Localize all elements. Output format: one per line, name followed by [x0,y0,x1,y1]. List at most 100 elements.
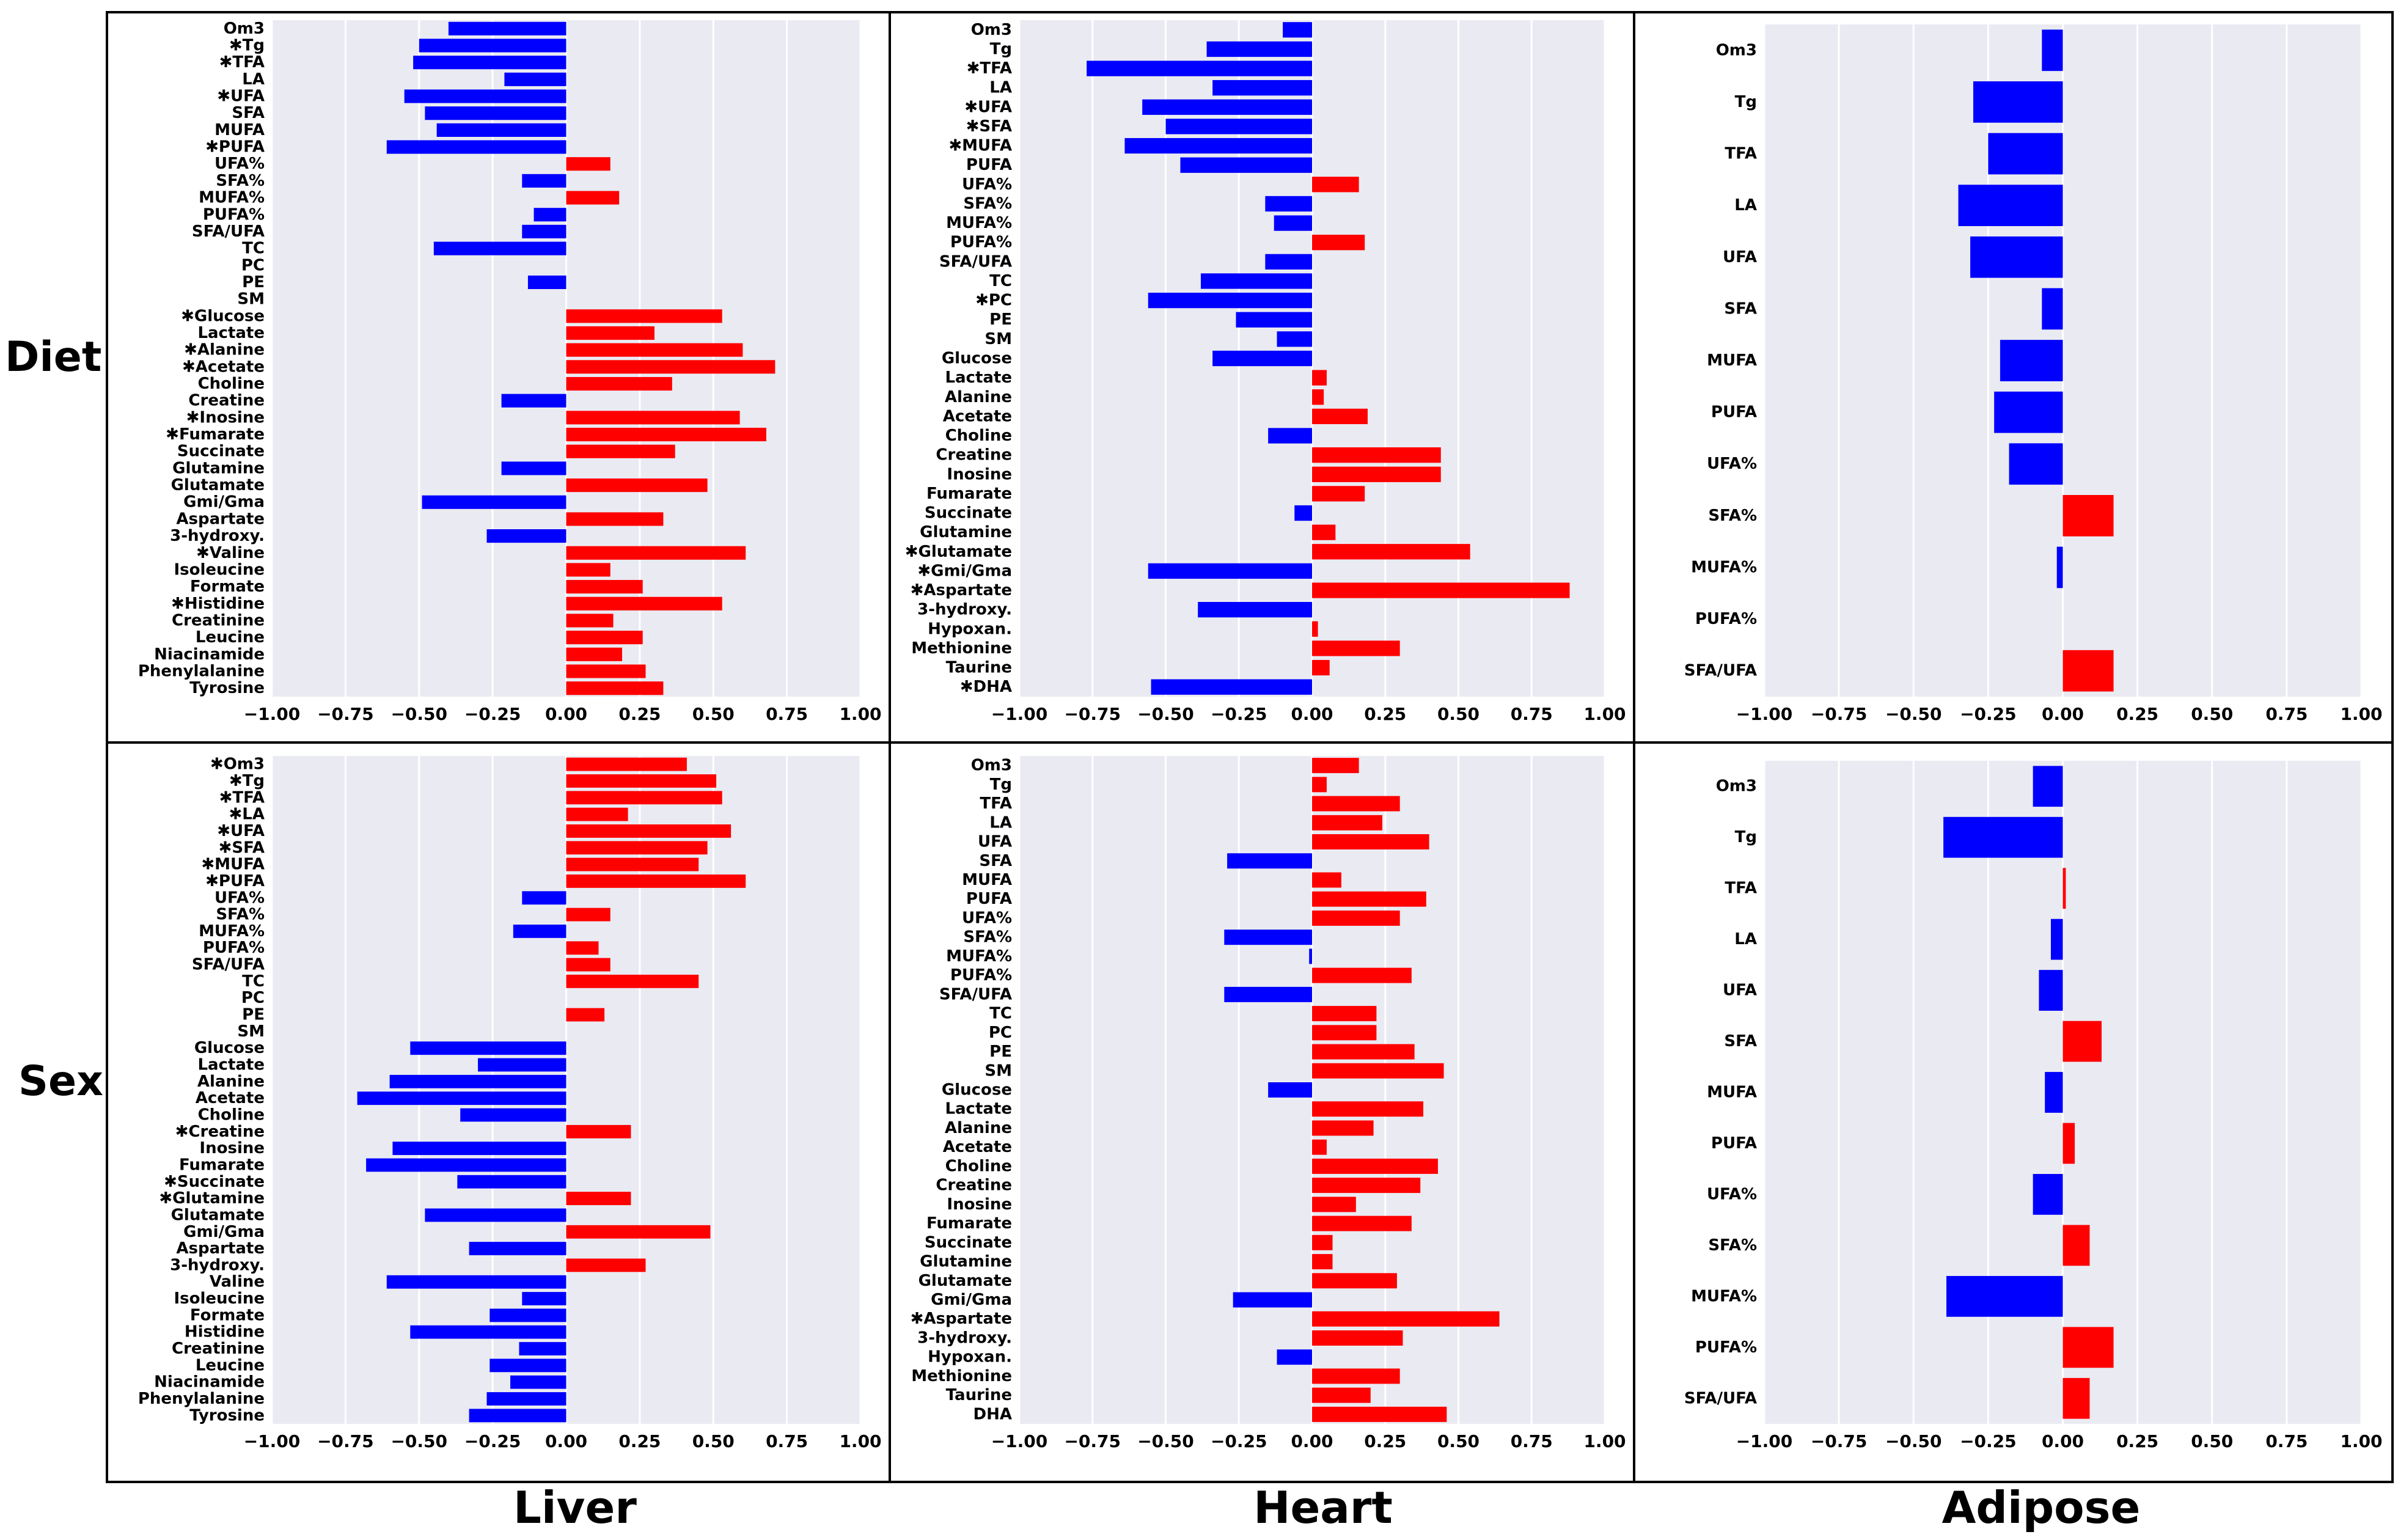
bar-Glutamate [425,1208,566,1222]
bar-SFA/UFA [2062,1377,2090,1419]
x-tick-label: 0.00 [1291,704,1333,724]
bar-PE [566,1008,605,1022]
bar-Choline [460,1108,566,1122]
bar-PUFA [1180,157,1312,173]
bar-UFA% [2033,1174,2063,1215]
bar-Lactate [1312,370,1327,386]
bar-LA [1212,80,1312,96]
bar-Glutamine [1312,1254,1333,1270]
category-label: TC [989,1005,1012,1023]
bar-Om3 [1283,22,1312,38]
category-label: LA [989,813,1012,832]
x-tick-label: 0.75 [1511,704,1553,724]
category-label: Alanine [945,388,1012,406]
category-label: 3-hydroxy. [917,601,1012,619]
category-label: ✱PUFA [205,138,265,156]
bar-Creatine [1312,1178,1421,1194]
bar-SM [1312,1063,1444,1079]
bar-LA [2050,919,2063,960]
category-label: Creatine [188,392,265,410]
category-label: Leucine [196,628,265,647]
bar-UFA% [566,157,610,171]
bar-UFA% [1312,910,1400,926]
category-label: Aspartate [176,510,265,528]
bar-3-hydroxy. [1198,602,1312,618]
category-label: Tg [1735,828,1757,846]
x-tick-label: −0.75 [1811,1431,1868,1451]
panel-frame [1633,741,2394,1483]
x-tick-label: 1.00 [2340,1431,2382,1451]
x-tick-label: −1.00 [244,1431,301,1451]
x-tick-label: 0.75 [766,1431,808,1451]
category-label: Lactate [197,1056,265,1074]
bar-PUFA [1312,891,1426,907]
category-label: ✱Gmi/Gma [917,562,1012,580]
x-tick-label: 0.00 [545,704,587,724]
category-label: ✱Glutamate [905,543,1012,561]
category-label: Isoleucine [174,1289,265,1308]
x-tick-label: 0.25 [1364,1431,1406,1451]
bar-Tyrosine [566,681,664,695]
panel-sex-liver: ✱Om3✱Tg✱TFA✱LA✱UFA✱SFA✱MUFA✱PUFAUFA%SFA%… [138,755,882,1451]
category-label: UFA [1723,981,1757,1000]
category-label: ✱UFA [217,822,265,840]
category-label: Gmi/Gma [931,1291,1012,1309]
bar-Glucose [566,309,722,323]
category-label: MUFA% [199,189,265,207]
x-tick-label: 0.00 [2042,704,2084,724]
bar-Creatinine [566,614,614,628]
bar-SFA/UFA [566,958,610,972]
bar-3-hydroxy. [1312,1330,1403,1346]
category-label: TFA [980,794,1012,813]
category-label: ✱Histidine [171,595,265,613]
bar-TFA [413,56,566,70]
category-label: Inosine [947,465,1012,483]
bar-Valine [566,546,746,560]
bar-Acetate [357,1091,566,1106]
bar-Gmi/Gma [1233,1292,1312,1308]
x-tick-label: −0.25 [1960,704,2017,724]
bar-UFA [1312,834,1429,850]
row-label-sex: Sex [18,1057,103,1106]
bar-MUFA% [1309,948,1312,964]
bar-Tg [1312,777,1327,793]
category-label: Creatinine [172,611,265,629]
bar-Hypoxan. [1312,621,1318,637]
category-label: Leucine [196,1356,265,1374]
category-label: Methionine [911,1367,1012,1385]
bar-Succinate [1312,1234,1333,1250]
bar-PUFA% [2062,1327,2114,1368]
bar-SFA% [2062,495,2114,537]
category-label: ✱Acetate [182,358,265,376]
category-label: PE [989,310,1012,329]
x-tick-label: 1.00 [1583,704,1626,724]
category-label: Lactate [945,1100,1012,1118]
bar-UFA% [522,891,566,905]
category-label: Acetate [196,1089,265,1107]
bar-LA [566,807,628,821]
bar-MUFA [1312,872,1341,888]
bar-UFA% [2009,443,2063,485]
category-label: Tg [1735,93,1757,111]
category-label: PUFA% [950,966,1012,985]
category-label: Choline [198,1106,265,1124]
bar-Om3 [566,757,687,771]
x-tick-label: 0.50 [1437,704,1480,724]
x-tick-label: 0.25 [2116,1431,2158,1451]
category-label: UFA [1723,248,1757,266]
bar-Succinate [1294,505,1312,521]
category-label: PE [242,1006,265,1024]
bar-Lactate [478,1058,566,1072]
category-label: Tg [990,40,1012,58]
category-label: PUFA [966,890,1012,908]
bar-Aspartate [469,1242,566,1256]
bar-Tyrosine [469,1409,566,1423]
x-tick-label: 0.75 [766,704,808,724]
category-label: Histidine [185,1323,265,1341]
category-label: ✱TFA [219,53,265,72]
bar-MUFA [1124,138,1312,154]
bar-Glutamine [501,461,566,475]
category-label: PUFA% [950,233,1012,252]
bar-Isoleucine [566,563,610,577]
